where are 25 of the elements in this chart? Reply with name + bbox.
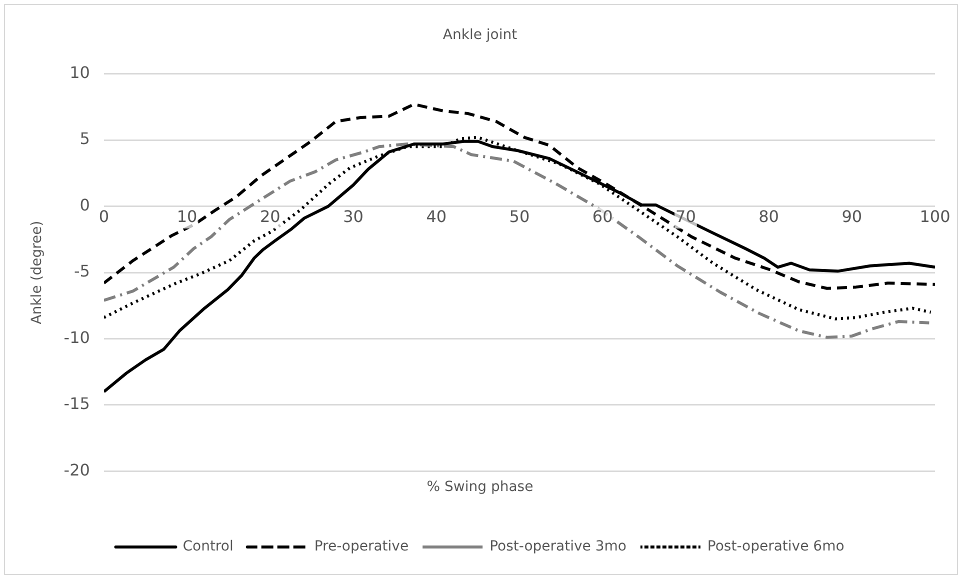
- y-tick-label: -15: [64, 394, 90, 414]
- y-tick-label: 5: [80, 129, 90, 148]
- legend-label: Control: [182, 538, 234, 555]
- chart-title: Ankle joint: [442, 27, 518, 44]
- y-tick-label: -10: [64, 328, 90, 347]
- x-tick-label: 60: [592, 207, 613, 226]
- x-tick-label: 70: [676, 207, 696, 226]
- x-tick-label: 10: [176, 207, 198, 226]
- y-axis-title: Ankle (degree): [29, 220, 46, 324]
- x-tick-label: 0: [98, 207, 110, 226]
- x-tick-label: 30: [343, 207, 364, 226]
- x-tick-label: 40: [426, 207, 447, 226]
- x-tick-label: 100: [920, 207, 950, 226]
- x-axis-title: % Swing phase: [426, 479, 534, 496]
- x-tick-label: 90: [842, 207, 862, 226]
- legend-label: Post-operative 6mo: [707, 538, 844, 555]
- legend-label: Pre-operative: [314, 538, 409, 555]
- x-tick-label: 20: [260, 207, 280, 226]
- legend-label: Post-operative 3mo: [490, 538, 626, 555]
- y-tick-label: -20: [64, 460, 90, 480]
- y-tick-label: 0: [80, 195, 90, 214]
- y-tick-label: 10: [70, 62, 90, 82]
- x-tick-label: 50: [509, 207, 530, 226]
- x-tick-label: 80: [758, 207, 779, 226]
- y-tick-label: -5: [74, 262, 90, 281]
